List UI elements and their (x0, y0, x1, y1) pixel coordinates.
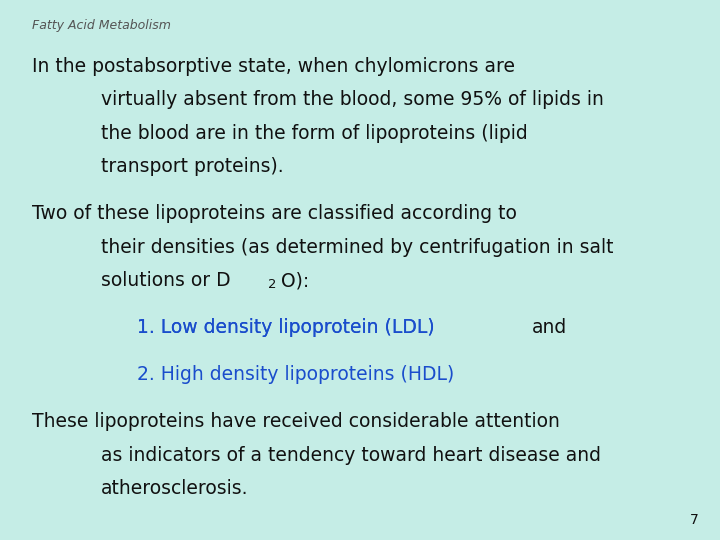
Text: and: and (531, 318, 567, 337)
Text: solutions or D: solutions or D (101, 271, 230, 290)
Text: Fatty Acid Metabolism: Fatty Acid Metabolism (32, 19, 171, 32)
Text: as indicators of a tendency toward heart disease and: as indicators of a tendency toward heart… (101, 446, 600, 464)
Text: Two of these lipoproteins are classified according to: Two of these lipoproteins are classified… (32, 204, 517, 223)
Text: virtually absent from the blood, some 95% of lipids in: virtually absent from the blood, some 95… (101, 90, 603, 109)
Text: 1. Low density lipoprotein (LDL): 1. Low density lipoprotein (LDL) (137, 318, 434, 337)
Text: 1. Low density lipoprotein (LDL): 1. Low density lipoprotein (LDL) (137, 318, 434, 337)
Text: 7: 7 (690, 512, 698, 526)
Text: the blood are in the form of lipoproteins (lipid: the blood are in the form of lipoprotein… (101, 124, 528, 143)
Text: O):: O): (281, 271, 310, 290)
Text: transport proteins).: transport proteins). (101, 157, 284, 176)
Text: These lipoproteins have received considerable attention: These lipoproteins have received conside… (32, 412, 560, 431)
Text: 2: 2 (268, 278, 276, 291)
Text: their densities (as determined by centrifugation in salt: their densities (as determined by centri… (101, 238, 613, 256)
Text: atherosclerosis.: atherosclerosis. (101, 479, 248, 498)
Text: 2. High density lipoproteins (HDL): 2. High density lipoproteins (HDL) (137, 365, 454, 384)
Text: In the postabsorptive state, when chylomicrons are: In the postabsorptive state, when chylom… (32, 57, 516, 76)
